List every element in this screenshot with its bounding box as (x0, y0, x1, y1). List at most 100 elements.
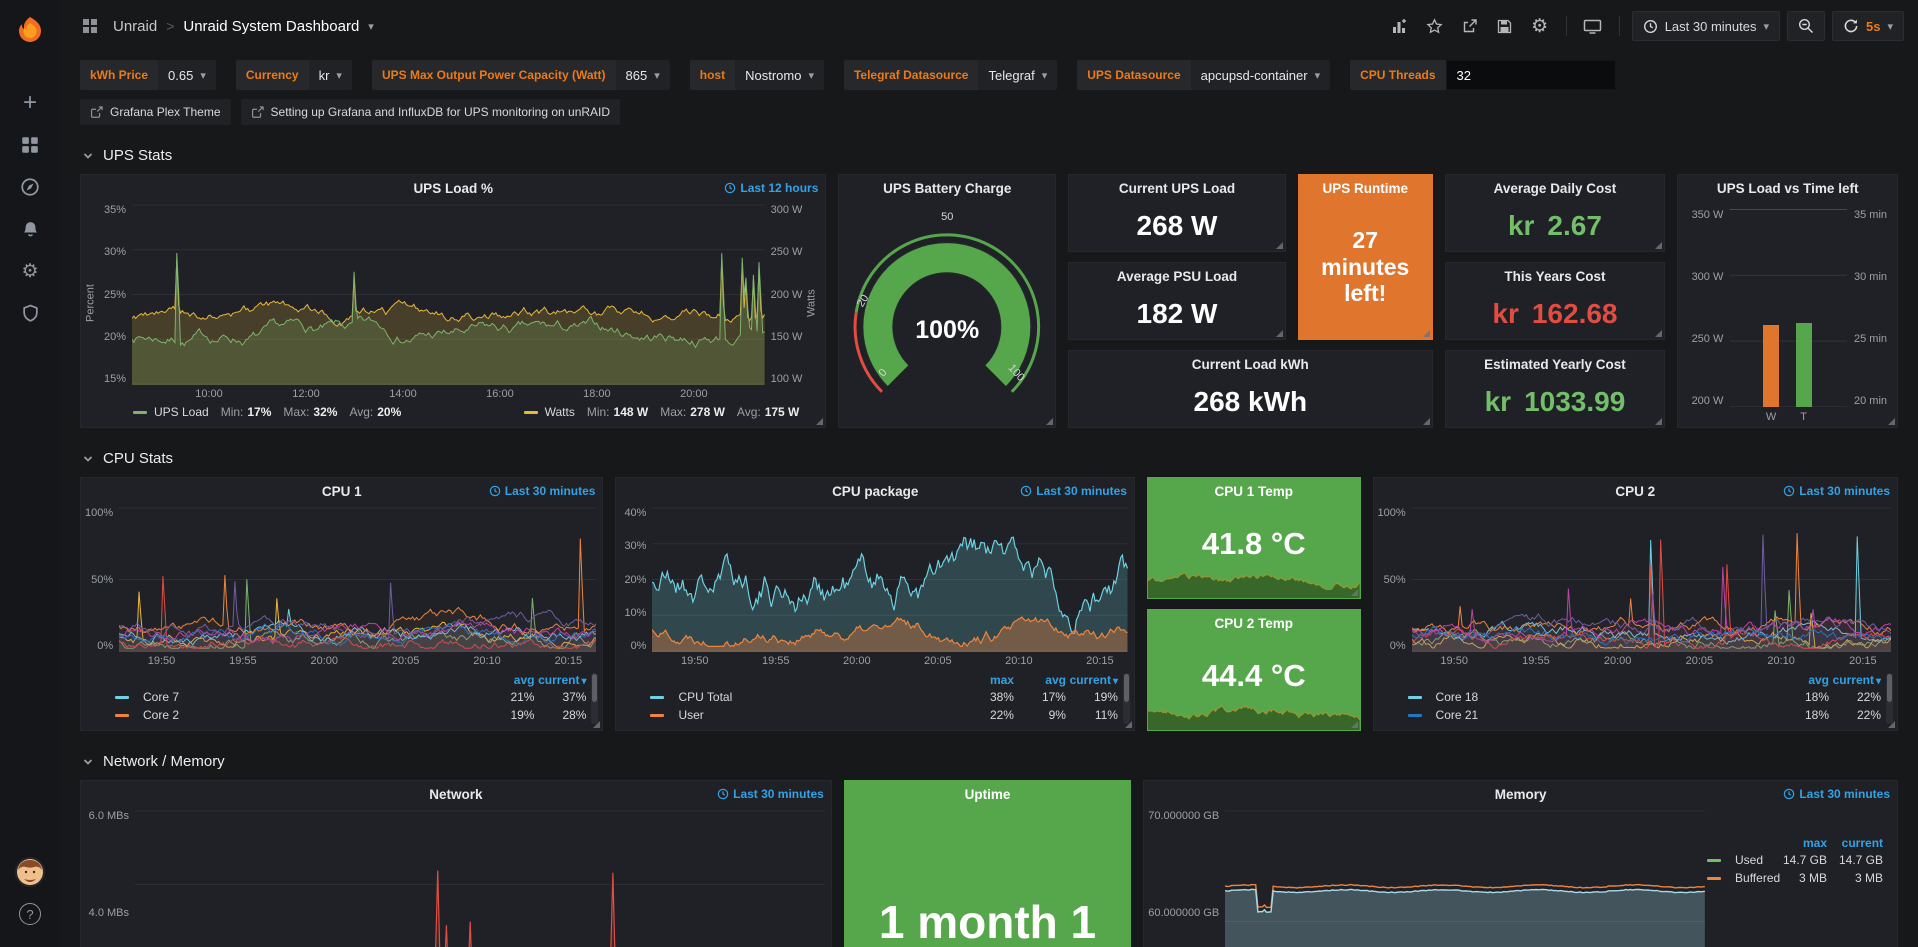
legend-series-name: Core 2 (143, 708, 180, 722)
dashboard-grid-icon[interactable] (76, 12, 104, 40)
network-chart[interactable] (135, 810, 825, 947)
stat-value: 268 W (1136, 210, 1218, 241)
x-tick: 20:05 (1685, 655, 1714, 667)
bar-watts[interactable] (1763, 325, 1780, 407)
cpu-stats-row: CPU 1 Last 30 minutes 100% 50% 0% (80, 477, 1898, 731)
cpu-threads-input[interactable] (1445, 60, 1616, 90)
legend-header[interactable]: max (1802, 835, 1828, 850)
panel-title[interactable]: UPS Load % (413, 180, 493, 196)
refresh-button[interactable]: 5s ▾ (1832, 11, 1904, 41)
panel-title[interactable]: CPU 1 Temp (1214, 483, 1293, 499)
row-title: CPU Stats (103, 450, 174, 467)
panel-title[interactable]: UPS Load vs Time left (1716, 180, 1859, 196)
panel-title[interactable]: UPS Battery Charge (883, 180, 1012, 196)
legend-series-name[interactable]: Watts (544, 405, 575, 419)
row-header-cpu-stats[interactable]: CPU Stats (82, 450, 1898, 467)
help-icon[interactable]: ? (9, 893, 51, 935)
link-grafana-plex-theme[interactable]: Grafana Plex Theme (80, 99, 231, 125)
panel-title[interactable]: CPU 2 Temp (1214, 615, 1293, 631)
legend-header[interactable]: current (534, 673, 586, 687)
grafana-logo-icon[interactable] (9, 10, 51, 52)
legend-header[interactable]: current (1066, 673, 1118, 687)
y-tick: 25% (103, 288, 126, 301)
bar-time-left[interactable] (1795, 323, 1812, 407)
legend-header[interactable]: current (1841, 835, 1884, 850)
scrollbar-thumb[interactable] (592, 674, 598, 703)
panel-title[interactable]: Average Daily Cost (1493, 180, 1617, 196)
variable-currency[interactable]: Currency kr ▾ (235, 60, 352, 90)
panel-title[interactable]: Uptime (964, 786, 1011, 802)
x-tick: 20:00 (680, 388, 708, 400)
panel-title[interactable]: CPU 2 (1615, 483, 1656, 499)
add-panel-icon[interactable] (1386, 12, 1414, 40)
legend-header[interactable]: current (1829, 673, 1881, 687)
panel-title[interactable]: Estimated Yearly Cost (1484, 356, 1626, 372)
configuration-gear-icon[interactable]: ⚙ (21, 260, 39, 282)
y-axis-left: 100% 50% 0% (83, 507, 119, 670)
y-tick: 20% (103, 330, 126, 343)
link-label: Setting up Grafana and InfluxDB for UPS … (270, 105, 611, 119)
cpu-package-chart[interactable] (652, 507, 1128, 652)
ups-load-chart[interactable] (132, 204, 765, 385)
external-link-icon (251, 105, 264, 118)
variable-ups-max-power[interactable]: UPS Max Output Power Capacity (Watt) 865… (371, 60, 670, 90)
panel-title[interactable]: CPU 1 (321, 483, 362, 499)
y-tick: 0% (1389, 640, 1406, 652)
chevron-down-icon: ▾ (1314, 69, 1321, 82)
explore-compass-icon[interactable] (9, 166, 51, 208)
user-avatar[interactable] (9, 851, 51, 893)
chevron-down-icon: ▾ (1763, 20, 1769, 33)
tv-mode-icon[interactable] (1579, 12, 1607, 40)
scrollbar-thumb[interactable] (1887, 674, 1892, 703)
save-icon[interactable] (1491, 12, 1519, 40)
legend-scrollbar[interactable] (1122, 673, 1130, 724)
panel-title[interactable]: This Years Cost (1504, 268, 1606, 284)
legend-scrollbar[interactable] (1886, 673, 1893, 724)
panel-title[interactable]: Current UPS Load (1118, 180, 1236, 196)
row-header-network-memory[interactable]: Network / Memory (82, 753, 1898, 770)
variable-host[interactable]: host Nostromo ▾ (689, 60, 824, 90)
star-icon[interactable] (1421, 12, 1449, 40)
variable-kwh-price[interactable]: kWh Price 0.65 ▾ (80, 60, 216, 90)
panel-title[interactable]: UPS Runtime (1322, 180, 1408, 196)
legend-header[interactable]: max (989, 672, 1014, 687)
add-icon[interactable]: + (22, 89, 37, 116)
panel-title[interactable]: Memory (1494, 786, 1547, 802)
legend-header[interactable]: avg (1808, 672, 1829, 687)
y-tick: 20 min (1854, 395, 1888, 407)
chevron-down-icon[interactable]: ▾ (368, 20, 374, 33)
alerting-bell-icon[interactable] (9, 208, 51, 250)
dashboard-title[interactable]: Unraid System Dashboard (183, 17, 360, 35)
legend-series-name[interactable]: UPS Load (154, 405, 209, 419)
gauge-value: 100% (915, 316, 980, 345)
panel-title[interactable]: Current Load kWh (1191, 356, 1309, 372)
y-tick: 60.000000 GB (1148, 906, 1220, 919)
zoom-out-button[interactable] (1787, 11, 1825, 41)
x-tick: 20:15 (1849, 655, 1877, 667)
memory-chart[interactable] (1225, 810, 1706, 947)
time-range-picker[interactable]: Last 30 minutes ▾ (1631, 11, 1780, 41)
row-header-ups-stats[interactable]: UPS Stats (82, 147, 1898, 164)
variable-label: CPU Threads (1350, 60, 1446, 90)
panel-title[interactable]: Average PSU Load (1116, 268, 1238, 284)
variable-telegraf-datasource[interactable]: Telegraf Datasource Telegraf ▾ (843, 60, 1058, 90)
external-link-icon (90, 105, 103, 118)
dashboard-settings-gear-icon[interactable]: ⚙ (1531, 15, 1549, 37)
panel-title[interactable]: CPU package (832, 483, 919, 499)
legend-header[interactable]: avg (513, 672, 535, 687)
legend-scrollbar[interactable] (591, 673, 599, 724)
server-admin-shield-icon[interactable] (9, 292, 51, 334)
legend-header[interactable]: avg (1045, 672, 1066, 687)
panel-cpu2-temp: CPU 2 Temp 44.4 °C (1146, 609, 1361, 731)
variable-ups-datasource[interactable]: UPS Datasource apcupsd-container ▾ (1077, 60, 1331, 90)
breadcrumb-app[interactable]: Unraid (113, 17, 158, 35)
scrollbar-thumb[interactable] (1123, 674, 1129, 703)
panel-title[interactable]: Network (429, 786, 483, 802)
cpu1-chart[interactable] (119, 507, 597, 652)
cpu2-chart[interactable] (1411, 507, 1891, 652)
x-tick: W (1765, 411, 1777, 423)
dashboards-icon[interactable] (9, 124, 51, 166)
share-icon[interactable] (1456, 12, 1484, 40)
link-ups-monitoring-guide[interactable]: Setting up Grafana and InfluxDB for UPS … (240, 99, 621, 125)
